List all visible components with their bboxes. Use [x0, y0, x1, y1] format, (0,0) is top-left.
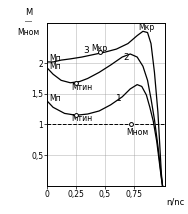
Text: ―: ― [25, 19, 32, 25]
Text: Mном: Mном [17, 28, 40, 37]
Text: 3: 3 [83, 46, 89, 55]
Text: 1: 1 [116, 94, 122, 103]
Text: 2: 2 [123, 53, 129, 62]
Text: Мп: Мп [50, 54, 61, 63]
Text: Мтин: Мтин [71, 114, 93, 123]
Text: Мтин: Мтин [71, 83, 93, 92]
Text: Мном: Мном [126, 128, 149, 137]
Text: M: M [25, 8, 32, 17]
Text: n/nс: n/nс [166, 197, 184, 206]
Text: Мкр: Мкр [92, 44, 108, 53]
Text: Мп: Мп [50, 94, 61, 103]
Text: Мп: Мп [50, 62, 61, 71]
Text: Мкр: Мкр [138, 23, 154, 32]
